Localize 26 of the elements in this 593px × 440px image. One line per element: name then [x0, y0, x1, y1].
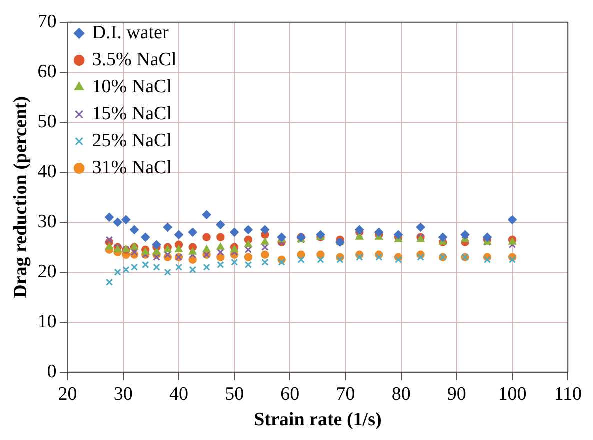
y-tick-label: 0 [47, 361, 57, 382]
x-tick-label: 20 [58, 384, 78, 405]
x-tick-label: 50 [225, 384, 244, 405]
x-tick-label: 80 [392, 384, 411, 405]
legend-label: 3.5% NaCl [92, 49, 177, 70]
y-tick-label: 60 [38, 61, 57, 82]
legend-label: 10% NaCl [92, 76, 172, 98]
y-tick-label: 40 [38, 161, 57, 182]
legend-label: D.I. water [92, 22, 170, 44]
y-tick-label: 30 [38, 211, 57, 232]
y-tick-label: 10 [38, 311, 57, 332]
legend-label: 31% NaCl [92, 157, 172, 178]
y-tick-label: 70 [38, 11, 57, 32]
x-tick-label: 100 [498, 384, 527, 405]
y-tick-label: 50 [38, 111, 57, 132]
x-tick-label: 60 [280, 384, 300, 405]
x-tick-label: 30 [114, 384, 133, 405]
x-tick-label: 70 [336, 384, 356, 405]
x-tick-label: 40 [169, 384, 188, 405]
legend-label: 25% NaCl [92, 130, 172, 152]
y-tick-label: 20 [38, 261, 57, 282]
x-tick-label: 110 [554, 384, 582, 405]
legend-label: 15% NaCl [92, 103, 172, 124]
y-axis-title: Drag reduction (percent) [10, 96, 32, 298]
x-tick-label: 90 [447, 384, 466, 405]
x-axis-title: Strain rate (1/s) [254, 410, 382, 431]
